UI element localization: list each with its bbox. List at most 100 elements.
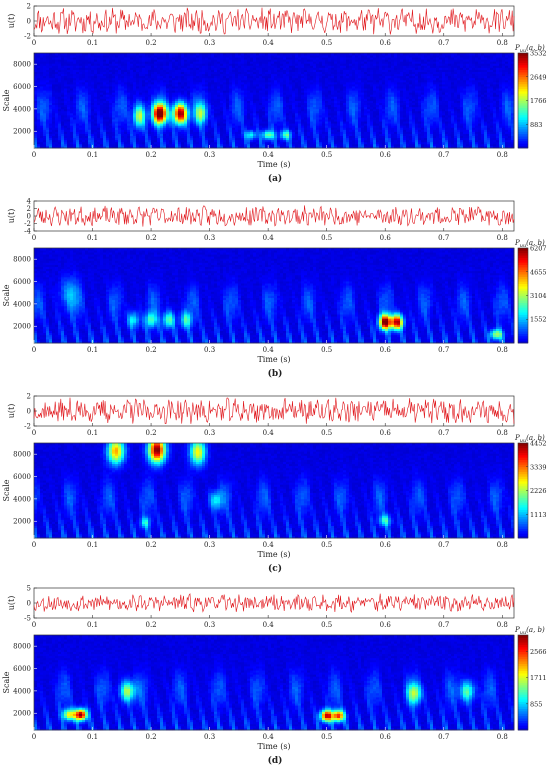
scalogram-xtick-label: 0 <box>32 346 36 354</box>
scalogram-xlabel: Time (s) <box>257 550 290 559</box>
scalogram-xtick-label: 0.3 <box>204 541 215 549</box>
signal-xtick-label: 0.7 <box>438 429 449 437</box>
signal-xtick-label: 0.2 <box>146 39 157 47</box>
panel-caption: (d) <box>268 755 283 766</box>
signal-xtick-label: 0.8 <box>497 39 508 47</box>
scalogram-ytick-label: 2000 <box>13 323 31 331</box>
scalogram-ytick-label: 6000 <box>13 665 31 673</box>
scalogram-xtick-label: 0.4 <box>263 151 275 159</box>
colorbar-label: Puu(a, b) <box>514 626 545 636</box>
scalogram-xtick-label: 0.6 <box>380 733 392 741</box>
scalogram-ytick-label: 2000 <box>13 128 31 136</box>
scalogram-ytick-label: 6000 <box>13 83 31 91</box>
scalogram-ytick-label: 4000 <box>13 105 31 113</box>
signal-xtick-label: 0.7 <box>438 234 449 242</box>
signal-xtick-label: 0.6 <box>380 429 392 437</box>
scalogram-xtick-label: 0.7 <box>438 541 449 549</box>
scalogram-xtick-label: 0.8 <box>497 346 508 354</box>
scalogram-ylabel: Scale <box>2 284 11 306</box>
colorbar-tick-label: 1552 <box>530 316 547 324</box>
colorbar-tick-label: 2566 <box>530 648 547 656</box>
colorbar-tick-label: 1766 <box>530 97 547 105</box>
scalogram-xtick-label: 0.6 <box>380 541 392 549</box>
colorbar-tick-label: 1113 <box>530 511 547 519</box>
scalogram-xtick-label: 0.8 <box>497 733 508 741</box>
signal-xtick-label: 0.1 <box>87 234 98 242</box>
signal-xtick-label: 0.3 <box>204 39 215 47</box>
scalogram-xtick-label: 0.3 <box>204 346 215 354</box>
signal-ytick-label: 2 <box>27 393 31 401</box>
signal-xtick-label: 0.5 <box>321 429 332 437</box>
signal-xtick-label: 0 <box>32 234 36 242</box>
signal-xtick-label: 0.1 <box>87 429 98 437</box>
signal-ytick-label: 2 <box>27 3 31 11</box>
colorbar-tick-label: 855 <box>530 700 542 708</box>
signal-xtick-label: 0.7 <box>438 621 449 629</box>
colorbar-tick-label: 883 <box>530 121 542 129</box>
signal-xtick-label: 0.2 <box>146 621 157 629</box>
scalogram-xtick-label: 0.2 <box>146 733 157 741</box>
scalogram-xlabel: Time (s) <box>257 160 290 169</box>
scalogram-heatmap <box>34 53 514 148</box>
scalogram-xtick-label: 0.2 <box>146 151 157 159</box>
panel-caption: (a) <box>268 173 282 184</box>
signal-xtick-label: 0.8 <box>497 621 508 629</box>
scalogram-xtick-label: 0.4 <box>263 541 275 549</box>
scalogram-xtick-label: 0.1 <box>87 346 98 354</box>
signal-xtick-label: 0.8 <box>497 234 508 242</box>
scalogram-xtick-label: 0.7 <box>438 151 449 159</box>
scalogram-heatmap <box>34 443 514 538</box>
signal-ytick-label: 5 <box>27 585 31 593</box>
signal-ytick-label: 0 <box>27 600 31 608</box>
signal-xtick-label: 0.4 <box>263 39 275 47</box>
signal-ytick-label: -2 <box>24 423 31 431</box>
scalogram-xtick-label: 0.4 <box>263 733 275 741</box>
scalogram-xtick-label: 0 <box>32 541 36 549</box>
signal-ytick-label: 4 <box>27 198 32 206</box>
scalogram-xtick-label: 0.7 <box>438 346 449 354</box>
signal-xtick-label: 0.6 <box>380 39 392 47</box>
scalogram-ytick-label: 4000 <box>13 300 31 308</box>
signal-xtick-label: 0 <box>32 429 36 437</box>
scalogram-xlabel: Time (s) <box>257 742 290 751</box>
signal-xtick-label: 0.5 <box>321 234 332 242</box>
scalogram-xtick-label: 0.5 <box>321 733 332 741</box>
signal-xtick-label: 0.6 <box>380 234 392 242</box>
signal-xtick-label: 0.3 <box>204 621 215 629</box>
colorbar-tick-label: 2226 <box>530 487 547 495</box>
scalogram-xtick-label: 0.7 <box>438 733 449 741</box>
panel-caption: (b) <box>268 368 283 379</box>
scalogram-xtick-label: 0.2 <box>146 346 157 354</box>
signal-ytick-label: -4 <box>24 228 31 236</box>
signal-ytick-label: 0 <box>27 18 31 26</box>
scalogram-xtick-label: 0.1 <box>87 541 98 549</box>
signal-xtick-label: 0.1 <box>87 621 98 629</box>
scalogram-xtick-label: 0.3 <box>204 733 215 741</box>
signal-xtick-label: 0.2 <box>146 234 157 242</box>
signal-ytick-label: -2 <box>24 33 31 41</box>
signal-xtick-label: 0.2 <box>146 429 157 437</box>
signal-ytick-label: -5 <box>24 615 31 623</box>
signal-xtick-label: 0.5 <box>321 39 332 47</box>
scalogram-xlabel: Time (s) <box>257 355 290 364</box>
scalogram-ylabel: Scale <box>2 89 11 111</box>
scalogram-ytick-label: 4000 <box>13 687 31 695</box>
scalogram-ytick-label: 2000 <box>13 518 31 526</box>
signal-ylabel: u(t) <box>7 596 16 611</box>
scalogram-xtick-label: 0.2 <box>146 541 157 549</box>
scalogram-xtick-label: 0.1 <box>87 151 98 159</box>
signal-ytick-label: 0 <box>27 213 31 221</box>
scalogram-ytick-label: 6000 <box>13 473 31 481</box>
scalogram-xtick-label: 0.6 <box>380 346 392 354</box>
scalogram-heatmap <box>34 248 514 343</box>
signal-ylabel: u(t) <box>7 14 16 29</box>
scalogram-ylabel: Scale <box>2 671 11 693</box>
signal-xtick-label: 0.4 <box>263 621 275 629</box>
signal-ylabel: u(t) <box>7 404 16 419</box>
